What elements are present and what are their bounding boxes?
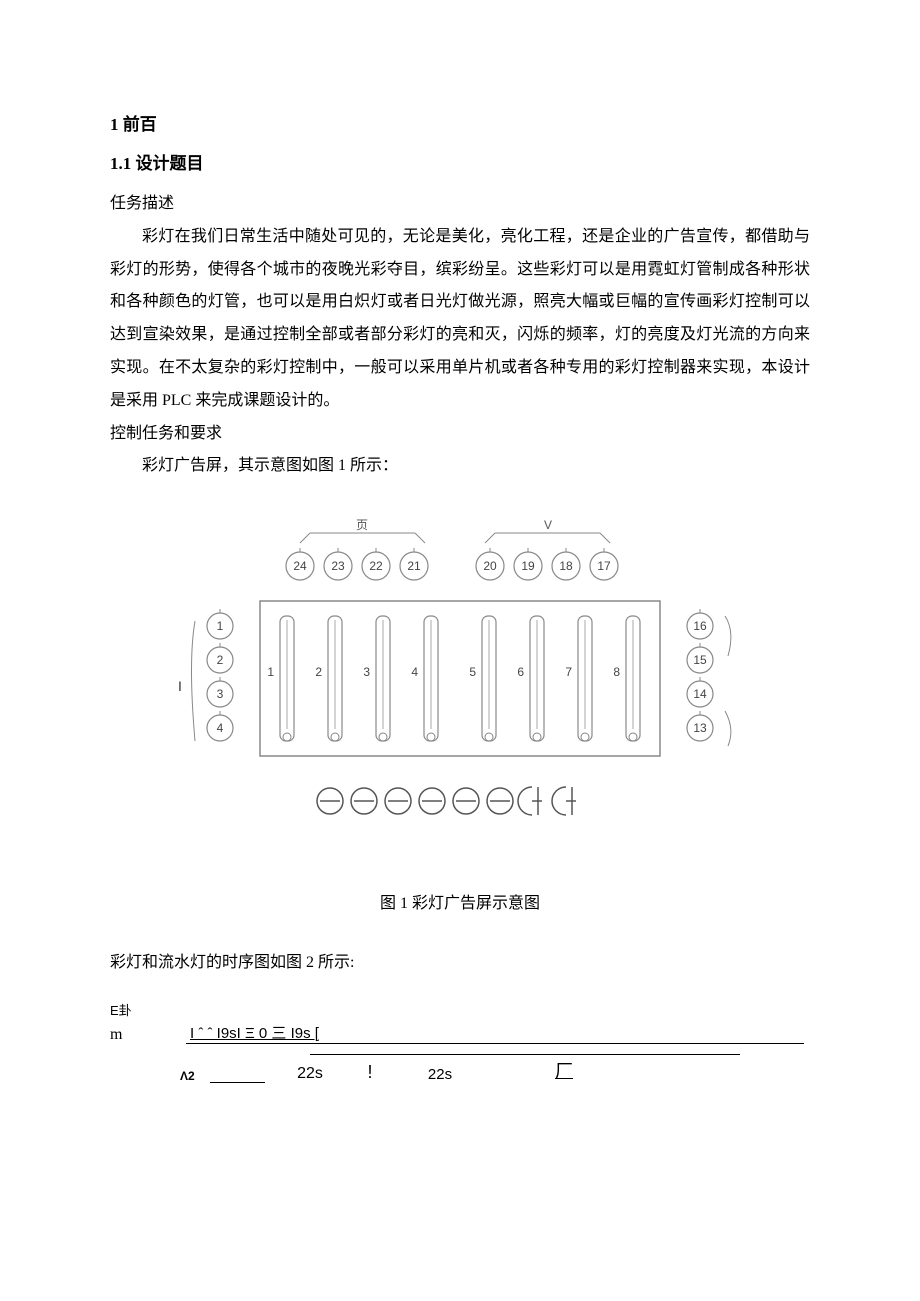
svg-text:1: 1 <box>267 665 274 679</box>
svg-text:4: 4 <box>411 665 418 679</box>
timing-22s-a: 22s <box>265 1065 355 1083</box>
timing-corner: 厂 <box>555 1057 573 1083</box>
schematic-intro: 彩灯广告屏，其示意图如图 1 所示： <box>110 450 810 483</box>
svg-text:V: V <box>544 518 552 532</box>
svg-text:4: 4 <box>217 721 224 735</box>
heading-1-1: 1.1 设计题目 <box>110 149 810 174</box>
lantern-schematic: 页V24232221201918171234I1615141312345678 <box>160 511 760 861</box>
svg-text:16: 16 <box>693 619 707 633</box>
svg-text:3: 3 <box>217 687 224 701</box>
svg-text:21: 21 <box>407 559 421 573</box>
timing-row2-line: I ˆ ˆ I9sI Ξ 0 三 I9s [ <box>186 1025 804 1044</box>
timing-intro: 彩灯和流水灯的时序图如图 2 所示: <box>110 947 810 980</box>
timing-row1-label: E卦 <box>110 1000 180 1019</box>
svg-text:页: 页 <box>356 518 368 532</box>
figure-1-caption: 图 1 彩灯广告屏示意图 <box>110 889 810 913</box>
timing-22s-b: 22s <box>385 1066 495 1083</box>
svg-text:6: 6 <box>517 665 524 679</box>
body-paragraph: 彩灯在我们日常生活中随处可见的，无论是美化，亮化工程，还是企业的广告宣传，都借助… <box>110 221 810 418</box>
timing-row2-label: m <box>110 1026 180 1044</box>
svg-text:I: I <box>178 678 182 694</box>
svg-text:20: 20 <box>483 559 497 573</box>
svg-text:1: 1 <box>217 619 224 633</box>
timing-lambda-label: Λ2 <box>180 1069 210 1083</box>
timing-excl: ! <box>355 1062 385 1083</box>
svg-text:15: 15 <box>693 653 707 667</box>
task-description-label: 任务描述 <box>110 188 810 221</box>
control-task-label: 控制任务和要求 <box>110 418 810 451</box>
heading-1: 1 前百 <box>110 110 810 135</box>
document-page: 1 前百 1.1 设计题目 任务描述 彩灯在我们日常生活中随处可见的，无论是美化… <box>0 0 920 1129</box>
svg-text:14: 14 <box>693 687 707 701</box>
svg-text:22: 22 <box>369 559 383 573</box>
svg-text:5: 5 <box>469 665 476 679</box>
svg-text:8: 8 <box>613 665 620 679</box>
svg-text:2: 2 <box>217 653 224 667</box>
svg-text:13: 13 <box>693 721 707 735</box>
svg-text:17: 17 <box>597 559 611 573</box>
diagram-container: 页V24232221201918171234I1615141312345678 <box>110 511 810 861</box>
svg-text:7: 7 <box>565 665 572 679</box>
timing-mid-line <box>310 1054 740 1055</box>
svg-text:3: 3 <box>363 665 370 679</box>
svg-text:19: 19 <box>521 559 535 573</box>
timing-seg-1 <box>210 1081 265 1083</box>
svg-text:23: 23 <box>331 559 345 573</box>
svg-text:24: 24 <box>293 559 307 573</box>
timing-diagram: E卦 m I ˆ ˆ I9sI Ξ 0 三 I9s [ Λ2 22s ! 22s… <box>110 1000 810 1083</box>
svg-text:18: 18 <box>559 559 573 573</box>
timing-row2-text: I ˆ ˆ I9sI Ξ 0 三 I9s [ <box>186 1022 323 1043</box>
svg-text:2: 2 <box>315 665 322 679</box>
